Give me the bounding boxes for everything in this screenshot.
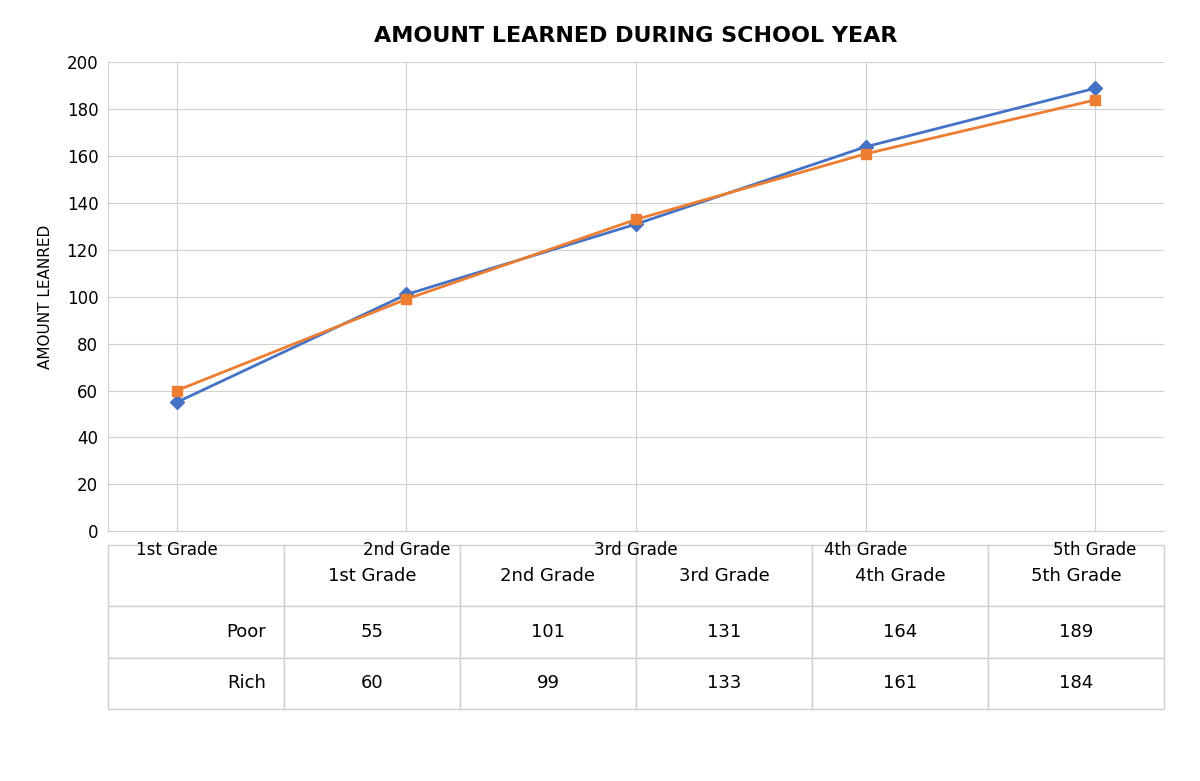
Line: Poor: Poor [172,84,1100,407]
Poor [858,142,872,152]
Line: Rich: Rich [172,95,1100,395]
Poor [1088,84,1103,93]
Rich [169,386,184,395]
Rich [858,149,872,159]
Y-axis label: AMOUNT LEANRED: AMOUNT LEANRED [37,225,53,369]
Title: AMOUNT LEARNED DURING SCHOOL YEAR: AMOUNT LEARNED DURING SCHOOL YEAR [374,26,898,45]
Poor [629,219,643,229]
Rich [1088,95,1103,105]
Rich [629,215,643,224]
Poor [400,290,414,299]
Rich [400,294,414,304]
Poor [169,398,184,407]
